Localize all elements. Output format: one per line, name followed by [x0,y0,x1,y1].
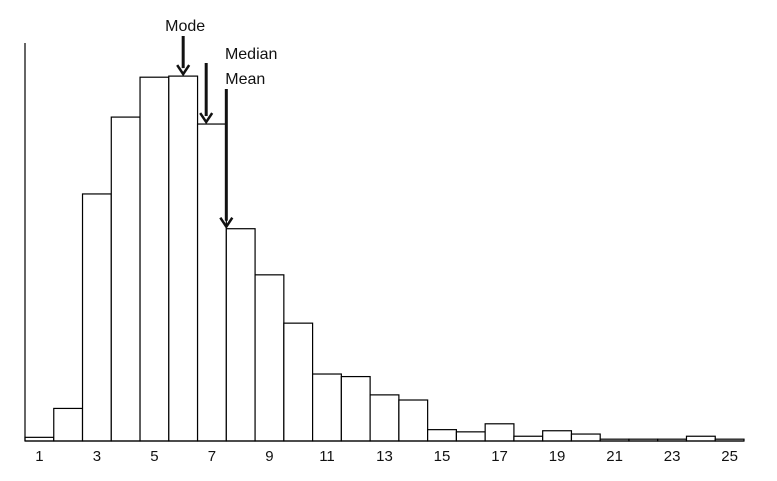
annotations-group: Mode Median Mean [165,18,277,229]
histogram-bar [81,193,112,442]
x-tick-label: 17 [491,448,508,465]
x-tick-label: 11 [319,448,335,465]
histogram-bar [283,322,314,442]
histogram-bar [340,375,371,442]
x-ticks-group: 1 3 5 7 9 11 13 15 17 19 21 23 25 [35,448,738,465]
histogram-bar [542,430,573,442]
x-tick-label: 15 [434,448,451,465]
x-tick-label: 19 [549,448,566,465]
x-tick-label: 21 [606,448,623,465]
histogram-bar [685,435,716,442]
annotation-arrow-head [219,217,234,229]
annotation-arrow-head [176,64,191,77]
annotation-median: Median [199,46,277,125]
histogram-bar [139,76,170,442]
histogram-bar [312,373,342,442]
x-tick-label: 25 [721,448,738,465]
histogram-bar [254,274,285,442]
x-tick-label: 1 [35,448,43,465]
histogram-bar [168,75,199,442]
annotation-mode: Mode [165,18,205,77]
bars-group [24,75,745,442]
annotation-mean: Mean [219,71,265,229]
histogram-bar [455,431,486,442]
annotation-label: Mean [225,71,265,88]
x-tick-label: 5 [150,448,158,465]
histogram-bar [427,429,458,442]
histogram-bar [484,423,515,442]
x-tick-label: 9 [265,448,273,465]
annotation-label: Median [225,46,277,63]
histogram-bar [225,228,256,442]
histogram-bar [513,435,544,442]
axes-group [24,43,744,442]
x-tick-label: 7 [208,448,216,465]
x-tick-label: 3 [93,448,101,465]
annotation-arrow-head [199,112,214,125]
x-tick-label: 23 [664,448,681,465]
histogram-bar [196,123,227,442]
histogram-bar [369,394,400,442]
histogram-bar [53,407,84,442]
histogram-bar [570,433,601,442]
histogram-bar [110,116,141,442]
x-tick-label: 13 [376,448,393,465]
annotation-label: Mode [165,18,205,35]
histogram-bar [398,399,429,442]
